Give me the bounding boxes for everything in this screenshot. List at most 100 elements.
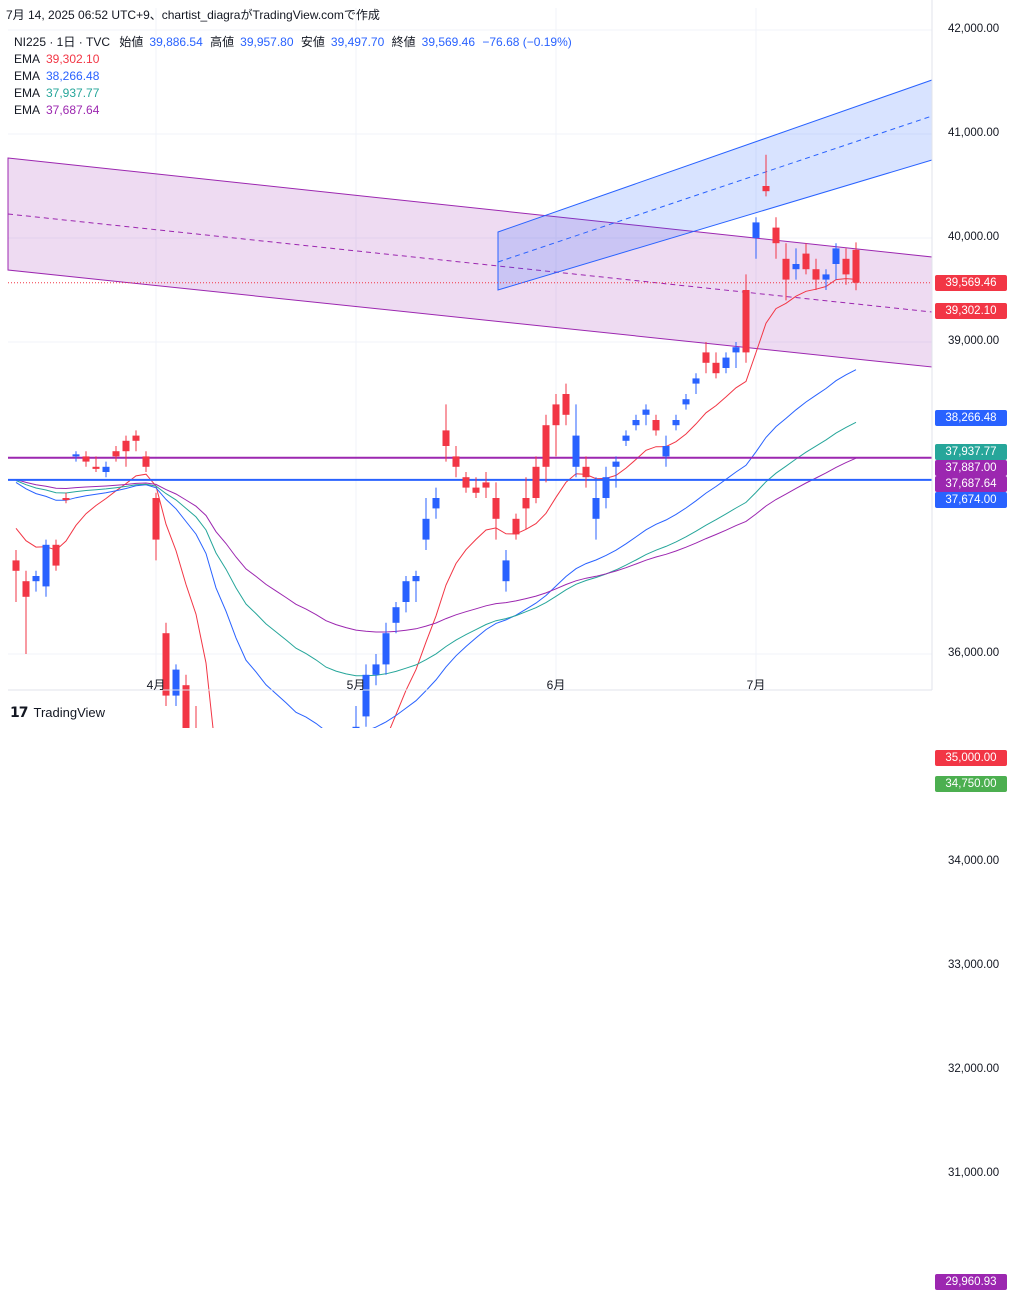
candle-body — [642, 409, 650, 415]
candle-body — [682, 399, 690, 405]
candle-body — [432, 498, 440, 509]
chart-caption: 7月 14, 2025 06:52 UTC+9、chartist_diagraが… — [6, 8, 380, 22]
candle — [612, 456, 620, 488]
candle-body — [352, 726, 360, 728]
candle-body — [752, 222, 760, 238]
candle — [822, 269, 830, 290]
candle — [392, 602, 400, 634]
candle-body — [72, 454, 80, 457]
price-label: 35,000.00 — [935, 750, 1007, 766]
candle-body — [452, 456, 460, 467]
candle — [12, 550, 20, 602]
candle-body — [822, 274, 830, 280]
candle-body — [662, 446, 670, 457]
price-tick-label: 40,000.00 — [948, 231, 1000, 243]
candle-body — [412, 576, 420, 582]
candle-body — [82, 456, 90, 462]
candle — [152, 492, 160, 561]
candle-body — [602, 477, 610, 498]
candle — [532, 456, 540, 504]
candle — [602, 466, 610, 509]
candle-body — [382, 633, 390, 665]
ema-row-2[interactable]: EMA 38,266.48 — [14, 68, 572, 85]
candle — [102, 461, 110, 478]
candle-body — [182, 685, 190, 728]
candle-body — [442, 430, 450, 446]
symbol-label[interactable]: NI225 · 1日 · TVC — [14, 35, 111, 49]
ema-name: EMA — [14, 103, 41, 117]
ema-name: EMA — [14, 52, 41, 66]
candle — [662, 435, 670, 467]
candle-body — [842, 258, 850, 275]
candle-body — [832, 248, 840, 264]
candle-body — [62, 498, 70, 501]
low-label: 安値 — [300, 35, 325, 49]
candle — [812, 258, 820, 290]
open-value: 39,886.54 — [149, 35, 203, 49]
horizontal-lines — [8, 282, 932, 481]
price-label: 39,302.10 — [935, 302, 1007, 319]
price-tick-label: 39,000.00 — [948, 335, 1000, 347]
price-label: 37,674.00 — [935, 492, 1007, 509]
candle-body — [782, 258, 790, 280]
candle-body — [802, 253, 810, 270]
candle-body — [592, 498, 600, 519]
price-label: 38,266.48 — [935, 410, 1007, 427]
candle-body — [122, 440, 130, 452]
candle-body — [512, 518, 520, 535]
candle-body — [552, 404, 560, 426]
candle — [162, 622, 170, 706]
price-tick-label: 31,000.00 — [948, 1167, 1000, 1179]
candle — [682, 394, 690, 410]
price-tick-label: 42,000.00 — [948, 23, 1000, 35]
candle — [512, 513, 520, 540]
candle-body — [422, 518, 430, 540]
candle-body — [32, 576, 40, 582]
ascending-channel-midline — [497, 115, 933, 263]
price-tick-label: 32,000.00 — [948, 1063, 1000, 1075]
candle-body — [22, 581, 30, 597]
candle — [132, 430, 140, 452]
candle-body — [542, 425, 550, 467]
price-label: 29,960.93 — [935, 1274, 1007, 1290]
candle — [22, 570, 30, 654]
candle-body — [362, 674, 370, 717]
candle — [142, 451, 150, 472]
candle — [112, 446, 120, 462]
candle — [582, 456, 590, 488]
candle-body — [152, 498, 160, 540]
legend: NI225 · 1日 · TVC 始値 39,886.54 高値 39,957.80… — [14, 34, 572, 119]
candle-body — [482, 482, 490, 488]
ema-row-3[interactable]: EMA 37,937.77 — [14, 85, 572, 102]
candle-body — [462, 477, 470, 488]
candle — [752, 217, 760, 259]
candle-body — [572, 435, 580, 467]
candle-body — [102, 466, 110, 472]
candle-body — [52, 544, 60, 566]
candle — [195, 706, 197, 728]
ema-row-1[interactable]: EMA 39,302.10 — [14, 51, 572, 68]
ema-row-4[interactable]: EMA 37,687.64 — [14, 102, 572, 119]
candle-body — [762, 186, 770, 192]
candle-body — [492, 498, 500, 519]
candle — [92, 456, 100, 472]
ema-line — [15, 421, 857, 677]
candle — [772, 217, 780, 259]
candle — [402, 576, 410, 613]
candle — [62, 492, 70, 504]
candle-body — [672, 420, 680, 426]
price-chart[interactable] — [0, 0, 1024, 728]
candle-body — [812, 269, 820, 280]
tradingview-brand[interactable]: 𝟭𝟳 TradingView — [10, 704, 105, 721]
close-label: 終値 — [391, 35, 416, 49]
candle — [712, 352, 720, 379]
candle — [32, 570, 40, 592]
candle-body — [852, 249, 860, 283]
candle-body — [722, 357, 730, 368]
candle-body — [392, 607, 400, 623]
tradingview-logo-icon: 𝟭𝟳 — [10, 704, 29, 720]
candle-body — [622, 435, 630, 441]
price-tick-label: 34,000.00 — [948, 855, 1000, 867]
close-value: 39,569.46 — [421, 35, 476, 49]
candle — [412, 570, 420, 602]
